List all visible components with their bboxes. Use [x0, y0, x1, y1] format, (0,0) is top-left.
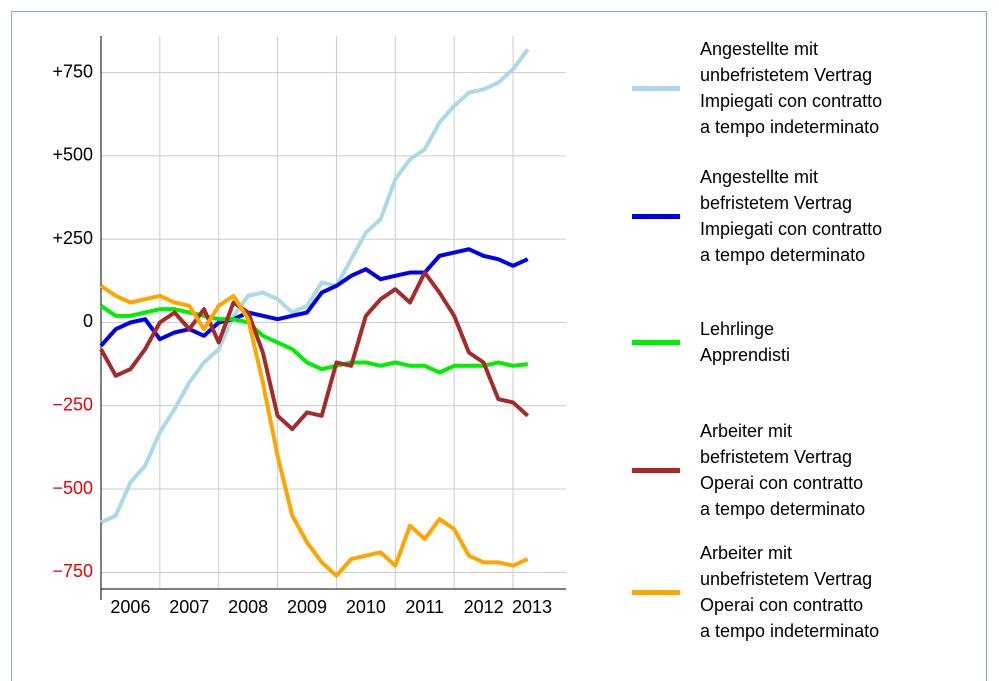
legend-label: Arbeiter mit unbefristetem Vertrag Opera…: [700, 543, 880, 641]
legend-swatch: [632, 468, 680, 473]
frame: [11, 11, 987, 681]
legend-label: Angestellte mit unbefristetem Vertrag Im…: [700, 39, 883, 137]
x-tick-label: 2010: [346, 597, 386, 617]
series-line: [100, 48, 530, 525]
x-tick-label: 2011: [405, 597, 444, 617]
legend-swatch: [632, 340, 680, 345]
x-tick-label: 2009: [287, 597, 327, 617]
x-tick-label: 2007: [169, 597, 209, 617]
x-tick-label: 2008: [228, 597, 268, 617]
y-tick-label: +750: [52, 61, 93, 81]
y-tick-label: 0: [83, 311, 93, 331]
y-tick-label: −750: [52, 561, 93, 581]
series-line: [99, 304, 528, 375]
y-tick-label: −500: [52, 478, 93, 498]
legend-swatch: [632, 214, 680, 219]
legend-swatch: [632, 86, 680, 91]
y-tick-label: +500: [52, 145, 93, 165]
series-line: [99, 284, 529, 578]
x-tick-label: 2013: [512, 597, 552, 617]
x-tick-label: 2012: [464, 597, 504, 617]
y-tick-label: −250: [52, 395, 93, 415]
y-tick-label: +250: [52, 228, 93, 248]
series-line: [99, 247, 529, 348]
legend-label: Angestellte mit befristetem Vertrag Impi…: [700, 167, 883, 265]
x-tick-label: 2006: [110, 597, 150, 617]
legend-label: Lehrlinge Apprendisti: [700, 319, 791, 365]
series-line: [99, 270, 530, 432]
legend-label: Arbeiter mit befristetem Vertrag Operai …: [700, 421, 866, 519]
legend-swatch: [632, 590, 680, 595]
